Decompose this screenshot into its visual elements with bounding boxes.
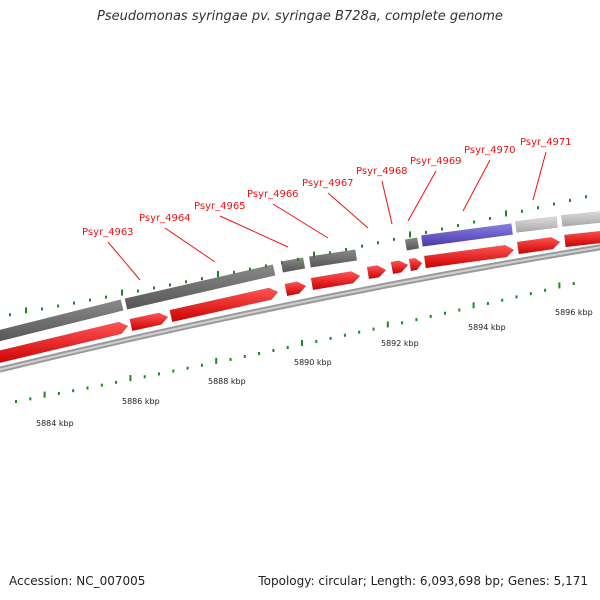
cds-arrow [564, 230, 600, 248]
feature-bands [0, 211, 600, 373]
gene-bar-gray [0, 299, 124, 342]
cds-arrow [284, 281, 307, 297]
cds-arrow [366, 265, 387, 280]
gene-bar-lightgray [561, 211, 600, 227]
map-title: Pseudomonas syringae pv. syringae B728a,… [97, 9, 503, 24]
cds-arrow [0, 321, 129, 364]
accession-text: Accession: NC_007005 [9, 574, 146, 588]
cds-arrow [390, 260, 409, 275]
genome-summary-text: Topology: circular; Length: 6,093,698 bp… [258, 574, 588, 588]
gene-label-4970: Psyr_4970 [464, 145, 516, 156]
leader-line [462, 159, 491, 212]
cds-arrow [129, 312, 169, 332]
gene-bar-purple [420, 223, 514, 247]
gene-label-4964: Psyr_4964 [139, 213, 191, 224]
tick-marks [9, 195, 587, 404]
backbone-highlight [0, 246, 600, 371]
gene-label-4963: Psyr_4963 [82, 227, 134, 238]
scale-label: 5894 kbp [468, 323, 506, 332]
scale-label: 5896 kbp [555, 308, 593, 317]
leader-line [219, 215, 289, 248]
cds-arrow [516, 236, 561, 255]
gene-bar-lightgray [515, 216, 558, 233]
cds-arrow [310, 271, 361, 291]
scale-label: 5890 kbp [294, 358, 332, 367]
leader-line [327, 192, 369, 229]
scale-label: 5884 kbp [36, 419, 74, 428]
gene-labels: Psyr_4963Psyr_4964Psyr_4965Psyr_4966Psyr… [82, 137, 572, 281]
gene-label-4966: Psyr_4966 [247, 189, 299, 200]
gene-label-4967: Psyr_4967 [302, 178, 354, 189]
gene-label-4965: Psyr_4965 [194, 201, 246, 212]
scale-label: 5886 kbp [122, 397, 160, 406]
gene-bar-gray [404, 237, 420, 251]
leader-line [532, 151, 547, 201]
gene-label-4971: Psyr_4971 [520, 137, 572, 148]
scale-label: 5888 kbp [208, 377, 246, 386]
cds-arrow [423, 244, 515, 269]
leader-line [381, 180, 393, 225]
cds-arrow [169, 287, 279, 323]
scale-labels: 5884 kbp 5886 kbp 5888 kbp 5890 kbp 5892 kbp… [36, 308, 593, 428]
leader-line [272, 203, 329, 239]
scale-label: 5892 kbp [381, 339, 419, 348]
leader-line [407, 170, 437, 222]
gene-label-4969: Psyr_4969 [410, 156, 462, 167]
leader-line [107, 241, 141, 281]
gene-bar-gray [124, 264, 276, 310]
cds-arrow [408, 257, 423, 272]
gene-bar-gray [308, 249, 358, 268]
gene-bar-gray [280, 257, 306, 273]
gene-label-4968: Psyr_4968 [356, 166, 408, 177]
leader-line [164, 227, 216, 263]
